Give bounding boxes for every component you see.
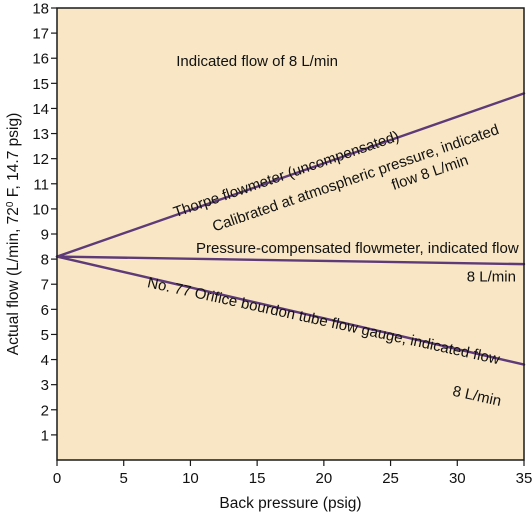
y-tick-label: 11: [33, 176, 49, 193]
annotation-4: Pressure-compensated flowmeter, indicate…: [196, 240, 519, 257]
y-tick-label: 4: [41, 352, 49, 369]
x-tick-label: 25: [382, 470, 399, 487]
y-tick-label: 2: [41, 402, 49, 419]
annotation-5: 8 L/min: [467, 269, 516, 286]
y-tick-label: 15: [32, 76, 49, 93]
annotation-1: Indicated flow of 8 L/min: [176, 53, 338, 70]
y-tick-label: 13: [32, 126, 49, 143]
y-tick-label: 12: [32, 151, 49, 168]
series-line-1: [55, 92, 526, 258]
annotation-text: Pressure-compensated flowmeter, indicate…: [196, 240, 519, 257]
y-tick-label: 14: [32, 101, 49, 118]
y-tick-label: 1: [41, 427, 49, 444]
x-axis-title: Back pressure (psig): [219, 495, 361, 512]
y-tick-label: 10: [32, 201, 49, 218]
y-tick-label: 9: [41, 227, 49, 244]
y-tick-label: 17: [32, 26, 49, 43]
x-tick-label: 35: [516, 470, 532, 487]
y-tick-label: 3: [41, 377, 49, 394]
x-tick-label: 5: [120, 470, 128, 487]
y-tick-label: 8: [41, 252, 49, 269]
y-tick-label: 5: [41, 327, 49, 344]
x-tick-label: 30: [449, 470, 466, 487]
x-tick-label: 0: [53, 470, 61, 487]
series-line-3: [55, 255, 526, 366]
y-tick-label: 16: [32, 51, 49, 68]
annotation-text: Indicated flow of 8 L/min: [176, 53, 338, 70]
y-tick-label: 7: [41, 277, 49, 294]
y-axis-title: Actual flow (L/min, 720 F, 14.7 psig): [5, 113, 23, 356]
y-tick-label: 6: [41, 302, 49, 319]
y-axis-title-part: F, 14.7 psig): [5, 113, 22, 202]
y-axis-title-part: Actual flow (L/min, 72: [5, 207, 22, 355]
y-tick-label: 18: [32, 1, 49, 18]
x-tick-label: 15: [249, 470, 266, 487]
x-tick-label: 20: [316, 470, 333, 487]
annotation-text: 8 L/min: [467, 269, 516, 286]
x-tick-label: 10: [182, 470, 199, 487]
plot-background: [57, 8, 524, 460]
series-line-2: [55, 255, 526, 266]
y-axis-title-superscript: 0: [5, 201, 16, 207]
